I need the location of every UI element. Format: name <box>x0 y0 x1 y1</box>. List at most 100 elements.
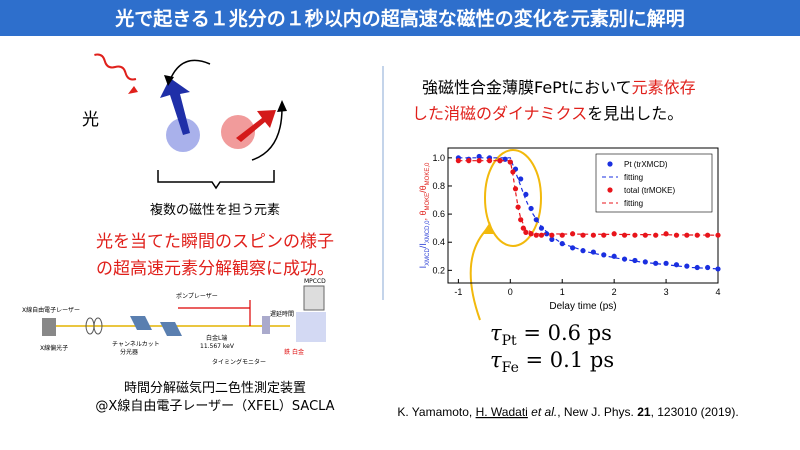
statement-line: した消磁のダイナミクスを見出した。 <box>412 104 683 123</box>
apparatus <box>42 285 326 342</box>
y-label-part: XMCD,0 <box>425 220 431 243</box>
light-label: 光 <box>82 110 99 130</box>
fit-line <box>458 160 719 236</box>
data-point <box>694 264 700 271</box>
legend-marker <box>607 187 613 193</box>
data-point <box>601 232 607 238</box>
y-tick-label: 0.4 <box>432 237 445 247</box>
x-tick-label: 4 <box>715 287 720 297</box>
statement-line: 強磁性合金薄膜FePtにおいて元素依存 <box>422 78 696 97</box>
citation-part: et al. <box>528 405 557 419</box>
legend-label: fitting <box>624 173 643 182</box>
citation-part: K. Yamamoto, <box>397 405 475 419</box>
apparatus-label: MPCCD <box>304 278 326 285</box>
spin-illustration <box>94 53 287 190</box>
equation-rest: = 0.6 ps <box>517 321 612 345</box>
result-line: 光を当てた瞬間のスピンの様子 <box>96 232 334 252</box>
equation-rest: = 0.1 ps <box>519 348 614 372</box>
legend-label: fitting <box>624 199 643 208</box>
legend-label: Pt (trXMCD) <box>624 160 668 169</box>
apparatus-caption: 時間分解磁気円二色性測定装置 <box>124 380 306 396</box>
equation-symbol: τ <box>490 321 502 345</box>
statement-part: 元素依存 <box>632 78 696 97</box>
apparatus-label: 遅延時間 <box>270 310 294 318</box>
apparatus-label: ポンプレーザー <box>176 292 218 300</box>
y-tick-label: 0.2 <box>432 265 445 275</box>
header-title: 光で起きる１兆分の１秒以内の超高速な磁性の変化を元素別に解明 <box>114 7 685 30</box>
data-point <box>559 232 565 238</box>
data-point <box>684 263 690 269</box>
apparatus-label: 白金 <box>292 348 304 356</box>
x-tick-label: 3 <box>664 287 669 297</box>
data-point <box>590 249 596 255</box>
header-bar <box>0 0 800 36</box>
annotation-arrow <box>469 227 489 321</box>
data-point <box>611 231 617 237</box>
equation: τFe = 0.1 ps <box>490 348 614 376</box>
x-tick-label: 0 <box>508 287 513 297</box>
citation-part: , 123010 (2019). <box>651 405 739 419</box>
citation: K. Yamamoto, H. Wadati et al., New J. Ph… <box>397 405 738 419</box>
apparatus-label: 分光器 <box>120 348 138 356</box>
data-point <box>715 266 721 272</box>
y-label-part: /I <box>418 243 428 248</box>
y-label-part: /θ <box>418 185 428 193</box>
annotation-arrowhead <box>482 222 494 234</box>
data-point <box>642 232 648 238</box>
y-label-part: I <box>418 266 428 269</box>
legend-marker <box>607 161 613 167</box>
data-point <box>455 158 461 164</box>
y-axis-label: IXMCD/IXMCD,0, θMOKE/θMOKE,0 <box>418 162 431 268</box>
data-point <box>663 231 669 237</box>
citation-part: H. Wadati <box>476 405 528 419</box>
data-point <box>705 232 711 238</box>
y-tick-label: 1.0 <box>432 153 445 163</box>
data-point <box>497 158 503 164</box>
apparatus-label: X線自由電子レーザー <box>22 306 80 314</box>
y-label-part: XMCD <box>425 248 431 266</box>
data-point <box>523 229 529 235</box>
x-axis-label: Delay time (ps) <box>549 301 616 312</box>
equation-symbol: τ <box>490 348 502 372</box>
citation-part: 21 <box>637 405 651 419</box>
y-tick-label: 0.6 <box>432 209 445 219</box>
data-point <box>590 232 596 238</box>
apparatus-label: X線偏光子 <box>40 344 68 352</box>
equation-sub: Pt <box>502 333 517 349</box>
apparatus-label: タイミングモニター <box>212 358 266 366</box>
result-line: の超高速元素分解観察に成功。 <box>96 259 334 279</box>
apparatus-caption: @X線自由電子レーザー（XFEL）SACLA <box>95 398 334 414</box>
highlight-ellipse <box>484 149 542 247</box>
data-point <box>538 225 545 231</box>
data-point <box>621 232 628 238</box>
data-point <box>611 253 617 259</box>
apparatus-label: 白金L端 <box>206 334 227 342</box>
statement-part: を見出した。 <box>587 104 683 123</box>
statement-part: した消磁のダイナミクス <box>412 104 587 123</box>
x-tick-label: -1 <box>454 287 462 297</box>
data-point <box>653 260 659 266</box>
equation-sub: Fe <box>502 360 519 376</box>
data-point <box>673 262 680 268</box>
data-point <box>476 158 482 164</box>
legend-label: total (trMOKE) <box>624 186 675 195</box>
data-point <box>705 264 711 271</box>
data-point <box>549 236 555 243</box>
data-point <box>580 232 586 238</box>
y-tick-label: 0.8 <box>432 181 445 191</box>
data-point <box>632 232 638 238</box>
apparatus-label: 鉄 <box>284 348 290 356</box>
x-tick-label: 1 <box>560 287 565 297</box>
x-tick-label: 2 <box>612 287 617 297</box>
apparatus-label: チャンネルカット <box>112 341 160 348</box>
equation: τPt = 0.6 ps <box>490 321 612 349</box>
statement-part: 強磁性合金薄膜FePtにおいて <box>422 78 632 97</box>
data-point <box>684 232 690 238</box>
data-point <box>518 176 524 182</box>
plot-frame <box>447 147 719 284</box>
caption: 複数の磁性を担う元素 <box>150 202 280 218</box>
y-label-part: MOKE <box>425 193 431 211</box>
y-label-part: , θ <box>418 210 428 220</box>
y-label-part: MOKE,0 <box>425 162 431 185</box>
